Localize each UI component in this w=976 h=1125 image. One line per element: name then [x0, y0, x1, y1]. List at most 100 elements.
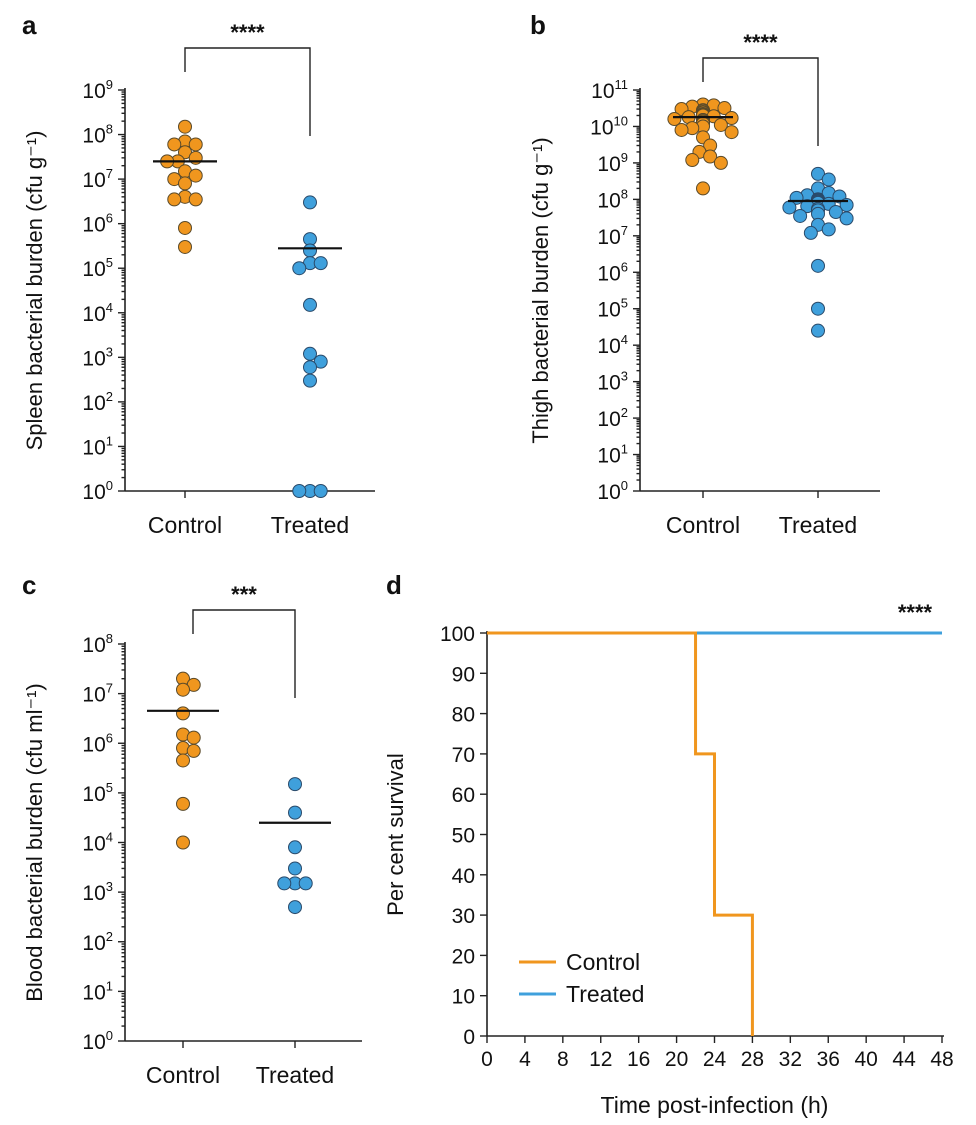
x-tick-label-control: Control	[666, 512, 740, 538]
data-point-control	[176, 682, 190, 697]
panel-c: c 100 101 102 103 104 105 106 107 108 Blood bacter…	[22, 570, 362, 1088]
data-point-control	[685, 153, 700, 168]
y-tick-label: 90	[452, 663, 475, 686]
y-tick-label: 108	[82, 122, 113, 148]
y-tick-label: 10	[452, 986, 475, 1009]
y-axis-title: Blood bacterial burden (cfu ml⁻¹)	[22, 683, 47, 1002]
data-point-treated	[303, 360, 317, 375]
y-tick-label: 60	[452, 784, 475, 807]
data-point-treated	[811, 258, 825, 273]
x-tick-label: 16	[627, 1048, 650, 1071]
y-tick-label: 101	[82, 433, 113, 459]
data-point-treated	[313, 484, 328, 498]
y-tick-label: 105	[82, 780, 113, 806]
x-tick-label: 28	[741, 1048, 764, 1071]
data-point-treated	[292, 261, 307, 276]
data-point-treated	[288, 900, 302, 915]
data-point-treated	[303, 243, 317, 258]
data-point-control	[186, 743, 201, 758]
legend: Control Treated	[519, 949, 644, 1007]
data-point-treated	[303, 297, 317, 312]
y-tick-label: 20	[452, 945, 475, 968]
data-point-treated	[292, 484, 307, 498]
x-tick-label: 40	[854, 1048, 877, 1071]
data-point-treated	[839, 211, 854, 226]
y-tick-label: 104	[82, 300, 113, 326]
y-tick-label: 0	[463, 1026, 475, 1049]
x-tick-label: 0	[481, 1048, 493, 1071]
significance-label: ****	[898, 600, 933, 625]
panel-label-d: d	[386, 570, 402, 600]
data-point-control	[188, 168, 203, 183]
y-tick-label: 70	[452, 744, 475, 767]
y-tick-label: 1011	[591, 77, 628, 103]
data-point-treated	[782, 200, 797, 215]
y-tick-label: 103	[82, 344, 113, 370]
y-axis-title: Per cent survival	[383, 753, 408, 916]
y-tick-label: 109	[597, 150, 628, 176]
legend-label-treated: Treated	[566, 981, 644, 1007]
data-point-treated	[811, 166, 825, 181]
y-tick-label: 1010	[590, 113, 628, 139]
data-point-treated	[793, 208, 808, 223]
data-point-treated	[811, 323, 825, 338]
x-tick-label-treated: Treated	[779, 512, 857, 538]
panel-b: b 100 101 102 103 104 105 106 107 108 109 1010 1011 T…	[528, 10, 880, 538]
data-point-treated	[821, 172, 836, 187]
significance-bracket	[192, 609, 296, 698]
x-tick-label: 20	[665, 1048, 688, 1071]
data-point-treated	[303, 195, 317, 210]
y-tick-label: 106	[82, 211, 113, 237]
legend-label-control: Control	[566, 949, 640, 975]
y-tick-label: 100	[82, 1028, 113, 1054]
x-tick-label: 36	[817, 1048, 840, 1071]
panel-a: a 100 101 102 103 104 105 106 107 108 109 Spleen ba…	[22, 10, 375, 538]
y-tick-label: 50	[452, 825, 475, 848]
data-point-control	[667, 112, 682, 127]
y-tick-label: 107	[597, 223, 628, 249]
y-tick-label: 40	[452, 865, 475, 888]
survival-line-control	[487, 631, 754, 1036]
x-tick-label-control: Control	[146, 1062, 220, 1088]
x-tick-label: 48	[930, 1048, 953, 1071]
y-tick-label: 104	[82, 830, 113, 856]
data-point-treated	[828, 205, 843, 220]
y-tick-label: 107	[82, 681, 113, 707]
y-tick-label: 102	[82, 929, 113, 955]
y-tick-label: 105	[597, 296, 628, 322]
y-tick-label: 109	[82, 77, 113, 103]
data-point-control	[176, 835, 190, 850]
data-point-treated	[288, 805, 302, 820]
data-point-control	[724, 125, 739, 140]
data-point-treated	[288, 840, 302, 855]
data-point-control	[186, 730, 201, 745]
data-point-treated	[313, 256, 328, 271]
panel-label-b: b	[530, 10, 546, 40]
panel-label-a: a	[22, 10, 37, 40]
data-point-treated	[821, 222, 836, 237]
x-tick-label: 24	[703, 1048, 727, 1071]
y-tick-label: 30	[452, 905, 475, 928]
y-tick-label: 108	[597, 186, 628, 212]
data-point-control	[713, 117, 728, 132]
y-tick-label: 80	[452, 704, 475, 727]
y-tick-label: 100	[82, 478, 113, 504]
data-point-control	[178, 220, 192, 235]
data-point-control	[167, 192, 182, 207]
x-axis-title: Time post-infection (h)	[601, 1092, 829, 1118]
data-point-control	[713, 155, 728, 170]
y-tick-label: 101	[82, 978, 113, 1004]
data-point-control	[674, 122, 689, 137]
data-point-control	[167, 137, 182, 152]
data-point-control	[696, 181, 710, 196]
y-tick-label: 104	[597, 332, 628, 358]
y-tick-label: 100	[597, 478, 628, 504]
data-point-treated	[811, 301, 825, 316]
data-point-control	[176, 796, 190, 811]
data-point-control	[188, 192, 203, 207]
data-point-control	[703, 149, 718, 164]
significance-bracket	[702, 57, 819, 146]
y-tick-label: 103	[597, 369, 628, 395]
y-axis-title: Spleen bacterial burden (cfu g⁻¹)	[22, 131, 47, 451]
